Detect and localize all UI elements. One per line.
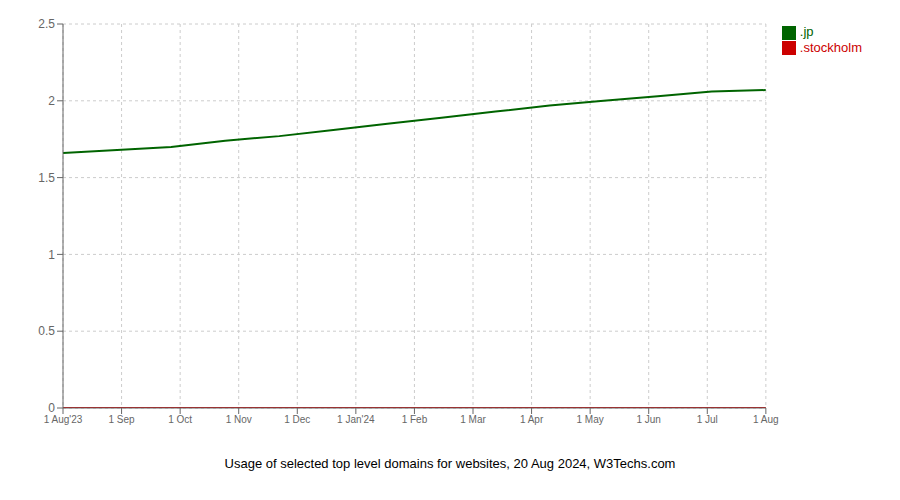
html-text:.jp: .jp (799, 24, 814, 39)
svg-text:1 Apr: 1 Apr (520, 414, 544, 425)
svg-text:2.5: 2.5 (38, 17, 55, 31)
svg-text:1: 1 (48, 248, 55, 262)
svg-text:1 Mar: 1 Mar (460, 414, 486, 425)
svg-text:1 Dec: 1 Dec (284, 414, 310, 425)
svg-text:0: 0 (48, 401, 55, 415)
svg-text:1 Jan'24: 1 Jan'24 (337, 414, 375, 425)
svg-text:1 Aug'23: 1 Aug'23 (44, 414, 83, 425)
svg-text:0.5: 0.5 (38, 324, 55, 338)
svg-text:1 Jul: 1 Jul (697, 414, 718, 425)
svg-text:1 Oct: 1 Oct (168, 414, 192, 425)
html-text:Usage of selected top level do: Usage of selected top level domains for … (224, 456, 676, 471)
html-text:.stockholm: .stockholm (799, 39, 862, 55)
svg-text:1 May: 1 May (577, 414, 604, 425)
svg-text:1 Feb: 1 Feb (402, 414, 428, 425)
svg-text:1 Nov: 1 Nov (226, 414, 252, 425)
svg-text:2: 2 (48, 94, 55, 108)
svg-text:1 Sep: 1 Sep (109, 414, 136, 425)
svg-text:1.5: 1.5 (38, 171, 55, 185)
svg-text:1 Aug: 1 Aug (753, 414, 779, 425)
svg-text:1 Jun: 1 Jun (636, 414, 660, 425)
